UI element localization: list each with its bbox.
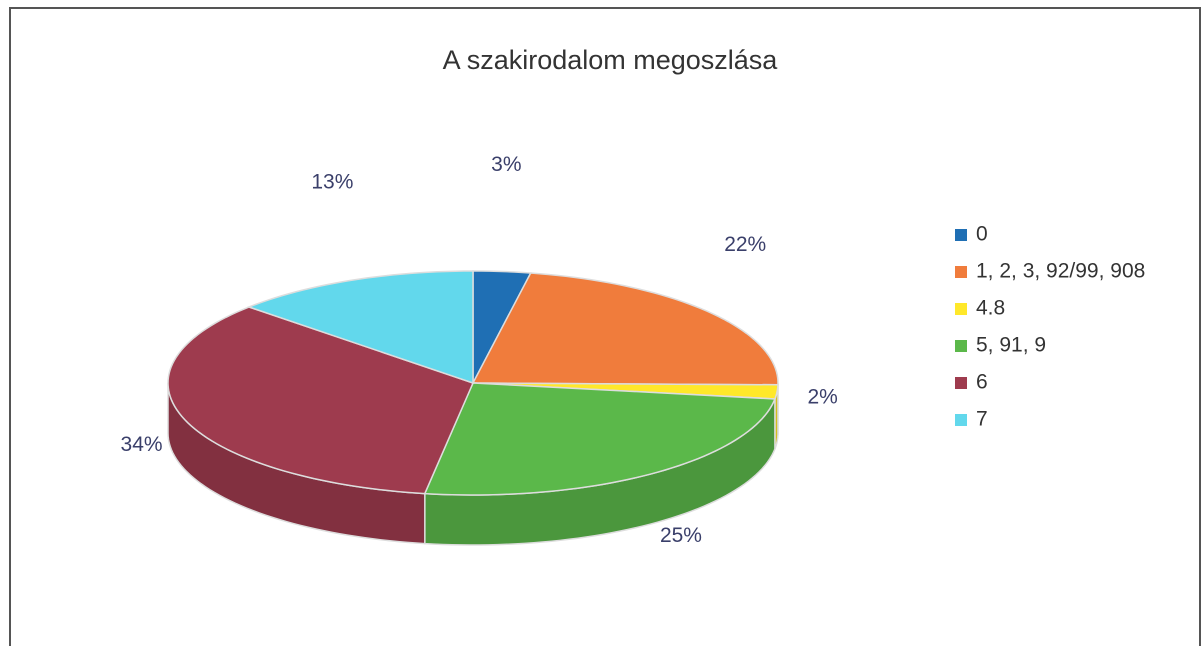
legend-label: 7: [976, 408, 988, 431]
data-label: 25%: [660, 524, 702, 547]
data-label: 34%: [121, 433, 163, 456]
data-label: 3%: [491, 153, 521, 176]
legend-swatch: [955, 414, 967, 426]
data-label: 13%: [311, 170, 353, 193]
legend-label: 0: [976, 223, 988, 246]
legend-swatch: [955, 303, 967, 315]
legend-label: 1, 2, 3, 92/99, 908: [976, 260, 1145, 283]
legend-label: 6: [976, 371, 988, 394]
data-label: 22%: [724, 233, 766, 256]
slice: [167, 306, 475, 495]
slice: [471, 272, 779, 386]
legend-swatch: [955, 229, 967, 241]
slice: [246, 270, 474, 385]
legend-swatch: [955, 377, 967, 389]
legend-swatch: [955, 266, 967, 278]
data-label: 2%: [807, 386, 837, 409]
legend-swatch: [955, 340, 967, 352]
slice: [423, 382, 777, 496]
chart-title: A szakirodalom megoszlása: [443, 45, 779, 75]
legend-label: 4.8: [976, 297, 1005, 320]
legend-label: 5, 91, 9: [976, 334, 1046, 357]
